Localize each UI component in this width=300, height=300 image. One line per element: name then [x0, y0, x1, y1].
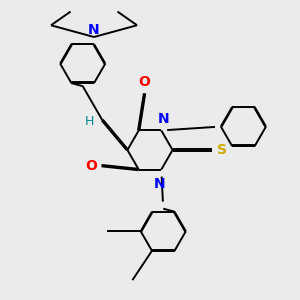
Text: N: N: [88, 23, 100, 37]
Text: S: S: [217, 143, 227, 157]
Text: N: N: [154, 177, 165, 190]
Text: H: H: [84, 116, 94, 128]
Text: O: O: [85, 159, 97, 172]
Text: O: O: [139, 75, 151, 88]
Text: N: N: [158, 112, 169, 126]
